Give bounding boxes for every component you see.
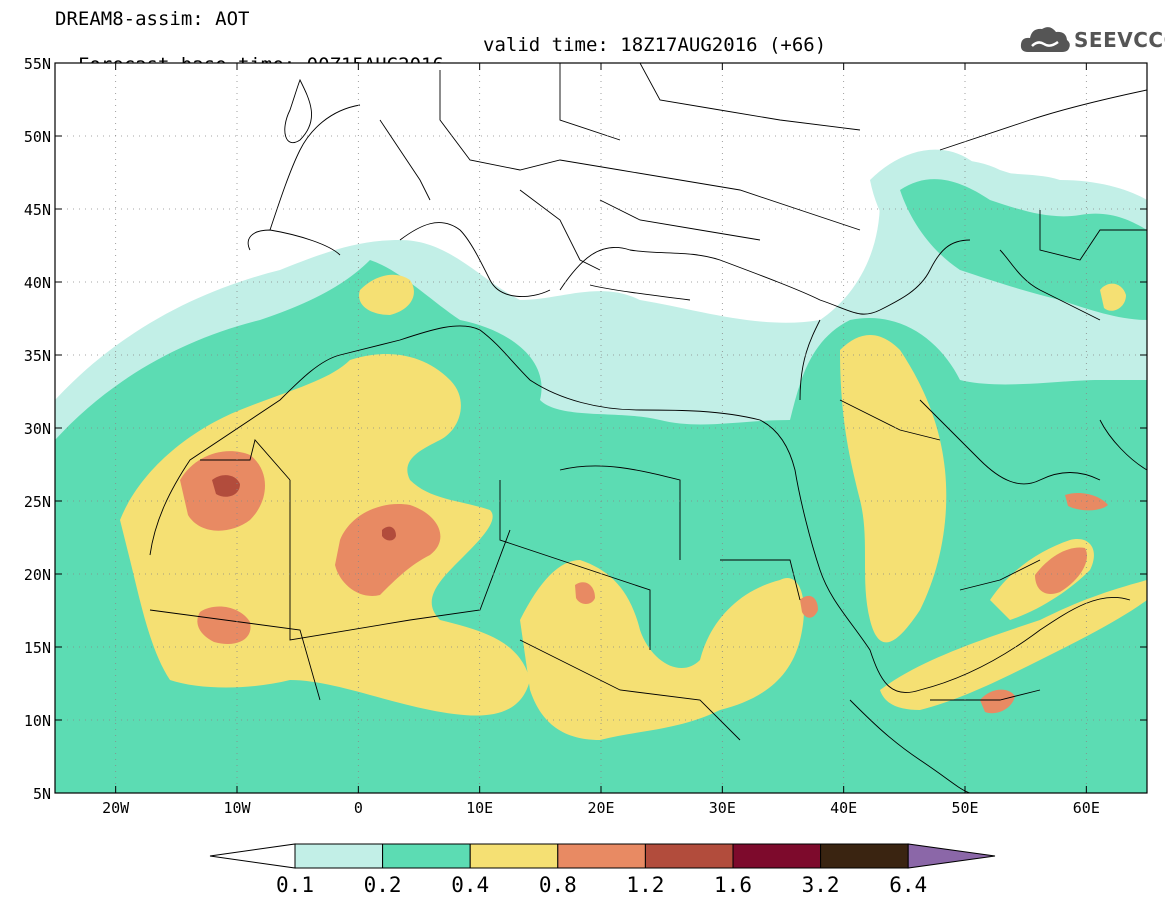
colorbar-segment	[644, 843, 734, 869]
lat-tick-label: 20N	[24, 566, 51, 584]
logo-text: SEEVCCC	[1074, 28, 1165, 52]
colorbar-segment	[469, 843, 559, 869]
colorbar-label: 0.4	[451, 873, 489, 897]
chart-title: DREAM8-assim: AOT	[55, 8, 250, 30]
latitude-labels: 55N 50N 45N 40N 35N 30N 25N 20N 15N 10N 5N	[24, 55, 51, 803]
lon-tick-label: 20E	[587, 799, 614, 817]
colorbar-segment	[732, 843, 822, 869]
lat-tick-label: 50N	[24, 128, 51, 146]
colorbar-label: 6.4	[889, 873, 927, 897]
lat-tick-label: 15N	[24, 639, 51, 657]
lat-tick-label: 40N	[24, 274, 51, 292]
coastlines	[149, 63, 1147, 793]
lon-tick-label: 20W	[102, 799, 130, 817]
aot-contours	[55, 149, 1147, 793]
lat-tick-label: 10N	[24, 712, 51, 730]
lon-tick-label: 50E	[951, 799, 978, 817]
colorbar-segment	[820, 843, 909, 869]
colorbar-max-arrow	[907, 843, 996, 869]
valid-time: valid time: 18Z17AUG2016 (+66)	[483, 34, 827, 56]
colorbar-label: 3.2	[802, 873, 840, 897]
colorbar-label: 1.6	[714, 873, 752, 897]
colorbar-segment	[557, 843, 646, 869]
lon-tick-label: 0	[354, 799, 363, 817]
graticule	[55, 63, 1147, 793]
seevccc-logo: SEEVCCC	[1018, 22, 1165, 58]
colorbar-labels: 0.1 0.2 0.4 0.8 1.2 1.6 3.2 6.4	[276, 873, 927, 897]
lat-tick-label: 5N	[33, 785, 51, 803]
cloud-icon	[1020, 27, 1070, 52]
longitude-labels: 20W 10W 0 10E 20E 30E 40E 50E 60E	[102, 799, 1100, 817]
lon-tick-label: 10E	[466, 799, 493, 817]
colorbar-label: 1.2	[626, 873, 664, 897]
colorbar-label: 0.2	[364, 873, 402, 897]
colorbar-min-arrow	[209, 843, 296, 869]
lon-tick-label: 40E	[830, 799, 857, 817]
colorbar-label: 0.1	[276, 873, 314, 897]
colorbar-segment	[382, 843, 471, 869]
colorbar-label: 0.8	[539, 873, 577, 897]
colorbar	[209, 843, 996, 869]
colorbar-segment	[294, 843, 384, 869]
lon-tick-label: 60E	[1073, 799, 1100, 817]
lat-tick-label: 35N	[24, 347, 51, 365]
lat-tick-label: 45N	[24, 201, 51, 219]
axis-ticks	[55, 62, 1147, 794]
lat-tick-label: 30N	[24, 420, 51, 438]
lon-tick-label: 30E	[709, 799, 736, 817]
lon-tick-label: 10W	[223, 799, 251, 817]
lat-tick-label: 25N	[24, 493, 51, 511]
lat-tick-label: 55N	[24, 55, 51, 73]
